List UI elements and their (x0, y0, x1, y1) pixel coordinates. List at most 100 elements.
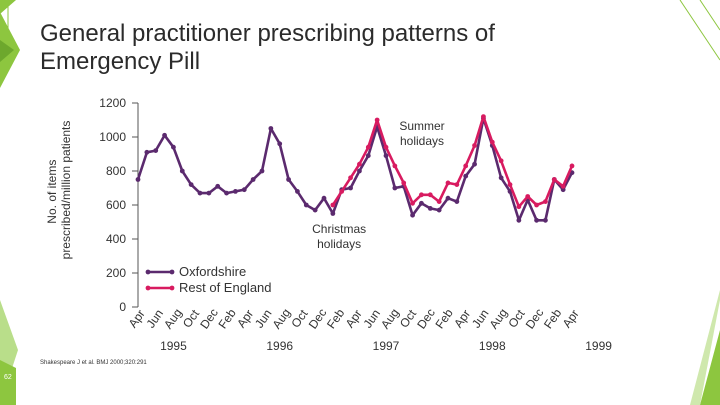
series-rest-of-england (330, 114, 575, 210)
data-point (454, 182, 460, 188)
y-axis-label: No. of items prescribed/million patients (45, 121, 73, 260)
month-tick-label: Apr (234, 307, 256, 330)
data-point (445, 195, 451, 201)
month-tick-label: Jun (144, 307, 167, 331)
data-point (144, 149, 150, 155)
data-point (330, 202, 336, 208)
data-point (534, 217, 539, 223)
month-tick-label: Feb (541, 306, 565, 331)
month-tick-label: Oct (505, 307, 528, 331)
data-point (365, 144, 371, 150)
data-point (560, 187, 566, 193)
data-point (233, 189, 238, 194)
data-point (543, 217, 548, 223)
data-point (472, 161, 477, 167)
data-point (268, 126, 274, 131)
data-point (419, 200, 424, 206)
legend-marker (145, 269, 151, 275)
year-tick-label: 1999 (585, 339, 612, 353)
data-point (481, 114, 486, 119)
y-axis-label-line-1: No. of items (45, 160, 59, 224)
data-point (383, 144, 389, 150)
title-line-1: General practitioner prescribing pattern… (40, 20, 495, 47)
data-point (286, 177, 291, 182)
data-point (365, 153, 371, 159)
bottom-left-accent-shape (0, 300, 18, 405)
legend-label: Rest of England (179, 280, 272, 295)
data-point (498, 175, 504, 181)
data-point (357, 168, 362, 174)
month-tick-label: Dec (197, 306, 221, 332)
data-point (445, 180, 451, 186)
chart-annotations: Summer holidays Christmas holidays (312, 119, 445, 251)
data-point (392, 185, 398, 191)
month-tick-label: Aug (270, 306, 294, 332)
month-tick-label: Dec (523, 306, 547, 332)
data-point (516, 204, 522, 210)
data-point (295, 189, 300, 194)
month-tick-label: Jun (252, 307, 275, 331)
data-point (489, 139, 495, 145)
y-tick-label: 1200 (99, 96, 126, 110)
data-point (436, 199, 442, 205)
series-oxfordshire (135, 115, 575, 223)
data-point (162, 132, 167, 138)
month-tick-label: Dec (306, 306, 330, 332)
data-point (303, 202, 309, 208)
y-tick-label: 0 (119, 300, 126, 314)
data-point (259, 168, 265, 174)
data-point (436, 207, 442, 213)
y-tick-label: 400 (106, 232, 126, 246)
data-point (463, 173, 469, 179)
data-point (215, 183, 221, 189)
data-point (339, 189, 345, 194)
series-lines (135, 114, 575, 223)
data-point (330, 211, 336, 216)
month-tick-label: Aug (161, 306, 185, 332)
y-axis-ticks: 0 200 400 600 800 1000 1200 (99, 96, 138, 314)
data-point (401, 180, 407, 186)
right-edge-accent-shape (679, 0, 720, 405)
citation: Shakespeare J et al. BMJ 2000;320:291 (40, 360, 147, 366)
data-point (224, 190, 229, 196)
y-tick-label: 200 (106, 266, 126, 280)
data-point (188, 182, 194, 188)
data-point (357, 161, 362, 167)
y-axis-label-line-2: prescribed/million patients (59, 121, 73, 260)
data-point (348, 175, 353, 181)
data-point (427, 192, 433, 198)
month-tick-label: Feb (324, 306, 348, 331)
legend-marker (169, 285, 175, 291)
data-point (560, 183, 566, 189)
month-tick-label: Oct (397, 307, 420, 331)
year-tick-label: 1996 (266, 339, 293, 353)
data-point (427, 206, 433, 211)
data-point (551, 177, 557, 182)
data-point (472, 143, 477, 148)
y-tick-label: 1000 (99, 130, 126, 144)
year-tick-label: 1997 (373, 339, 400, 353)
month-tick-label: Oct (180, 307, 203, 331)
month-tick-label: Jun (361, 307, 384, 331)
data-point (507, 182, 513, 188)
year-tick-label: 1998 (479, 339, 506, 353)
month-tick-label: Apr (451, 307, 473, 330)
legend-marker (169, 269, 175, 275)
year-tick-label: 1995 (160, 339, 187, 353)
data-point (525, 194, 531, 199)
christmas-holidays-annotation: Christmas holidays (312, 222, 366, 251)
data-point (321, 195, 327, 201)
data-point (206, 190, 212, 196)
month-tick-label: Apr (343, 307, 365, 330)
data-point (463, 163, 469, 169)
data-point (419, 192, 424, 198)
data-point (250, 177, 256, 182)
data-point (534, 202, 539, 208)
data-point (171, 144, 176, 150)
summer-holidays-annotation: Summer holidays (399, 119, 444, 148)
data-point (312, 207, 318, 213)
month-tick-label: Feb (432, 306, 456, 331)
slide-number: 62 (4, 374, 12, 381)
x-axis-month-labels: AprJunAugOctDecFebAprJunAugOctDecFebAprJ… (126, 306, 582, 332)
data-point (543, 199, 548, 205)
